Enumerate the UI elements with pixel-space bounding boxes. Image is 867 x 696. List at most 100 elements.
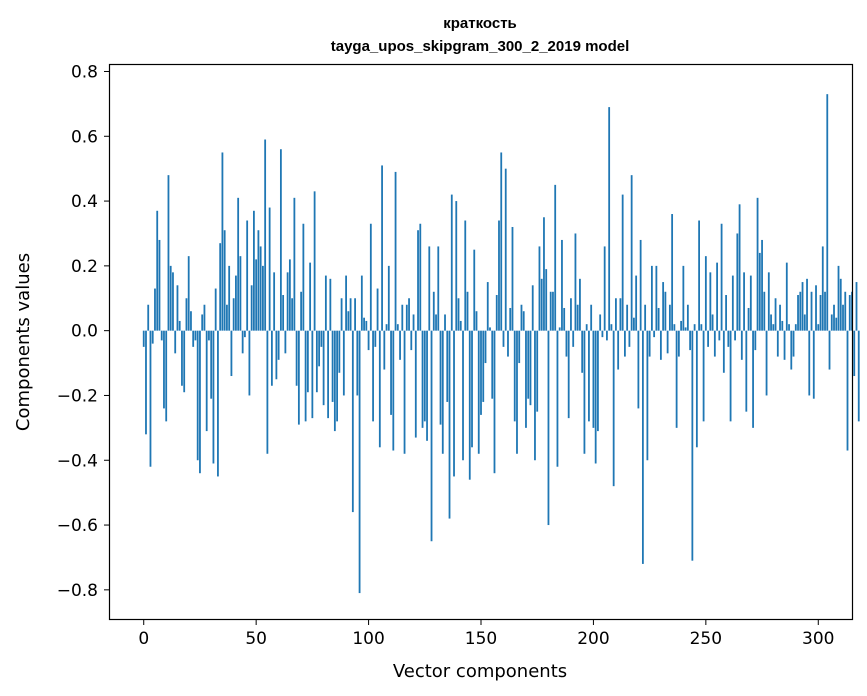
bar-80 [322,330,325,406]
bar-137 [450,194,453,331]
bar-82 [327,330,329,419]
bar-292 [799,291,802,331]
bar-246 [695,330,698,448]
bar-92 [349,298,352,331]
bar-275 [761,239,763,331]
bar-101 [369,223,372,331]
bar-151 [482,330,485,402]
bar-216 [628,330,631,347]
y-tick-label: −0.4 [57,451,98,471]
bar-316 [853,330,856,377]
bar-266 [740,330,743,360]
bar-143 [464,220,467,331]
chart-subtitle: tayga_upos_skipgram_300_2_2019 model [331,38,630,55]
bar-120 [412,314,415,331]
bar-115 [401,304,404,331]
x-tick-label: 250 [690,629,722,649]
bar-248 [700,324,703,331]
bar-112 [394,171,397,331]
bar-208 [610,324,613,331]
bar-28 [205,330,208,432]
x-axis-label: Vector components [393,661,567,682]
bar-256 [718,330,721,341]
bar-168 [520,304,523,331]
bar-20 [187,256,190,331]
bar-290 [794,324,797,331]
bar-107 [383,330,386,370]
bar-132 [439,330,442,425]
bar-203 [599,314,602,331]
bar-264 [736,233,739,331]
bar-318 [857,330,860,422]
bar-178 [543,217,545,331]
bar-282 [776,330,779,357]
bar-133 [441,330,444,454]
bar-62 [282,295,285,331]
bar-279 [770,314,772,331]
bar-144 [466,291,469,331]
bar-175 [536,330,539,412]
bar-234 [668,304,671,331]
bar-167 [518,330,521,364]
bar-126 [426,330,428,441]
bar-43 [239,256,242,331]
bar-102 [372,330,374,422]
bar-170 [525,330,527,428]
bar-218 [633,317,635,331]
bar-173 [531,285,534,331]
bar-135 [446,330,449,402]
bar-198 [588,330,590,422]
bar-231 [662,282,665,331]
bar-6 [156,210,159,331]
y-tick-label: 0.2 [71,257,98,277]
bar-153 [486,282,489,331]
bar-25 [199,330,201,474]
bar-78 [318,330,321,367]
x-tick-label: 50 [245,629,267,649]
bar-121 [414,330,417,438]
bar-142 [462,330,464,461]
x-tick-label: 100 [352,629,384,649]
bar-64 [286,272,289,331]
bar-240 [682,265,685,331]
bar-109 [387,265,390,331]
bar-139 [455,201,458,331]
bar-49 [253,210,255,331]
bar-233 [666,330,669,354]
bar-150 [480,330,482,415]
bar-111 [392,330,395,451]
x-axis-ticks: 0 50 100 150 200 250 300 [138,619,834,649]
bar-163 [509,307,512,331]
bar-11 [167,175,170,331]
bar-138 [453,330,455,477]
bar-314 [848,295,851,331]
bar-219 [635,275,638,331]
bar-287 [788,324,790,331]
bar-15 [176,285,179,331]
bar-152 [484,330,487,364]
bar-154 [489,327,491,331]
bar-258 [722,330,725,373]
bar-267 [743,272,745,331]
bar-94 [354,298,356,331]
bar-158 [498,220,500,331]
y-tick-label: 0.6 [71,127,98,147]
y-tick-label: 0.4 [71,192,98,212]
bar-308 [835,317,838,331]
bar-35 [221,152,224,331]
bar-157 [495,295,498,331]
bar-271 [752,330,754,428]
bar-220 [637,330,640,409]
bar-165 [513,330,516,422]
bar-171 [527,330,530,399]
x-tick-label: 150 [465,629,497,649]
bar-103 [374,330,377,347]
bar-288 [790,330,793,370]
bar-136 [448,330,451,519]
bar-series [142,94,860,594]
bar-131 [437,246,440,331]
bar-68 [295,330,298,386]
bar-31 [212,330,215,464]
